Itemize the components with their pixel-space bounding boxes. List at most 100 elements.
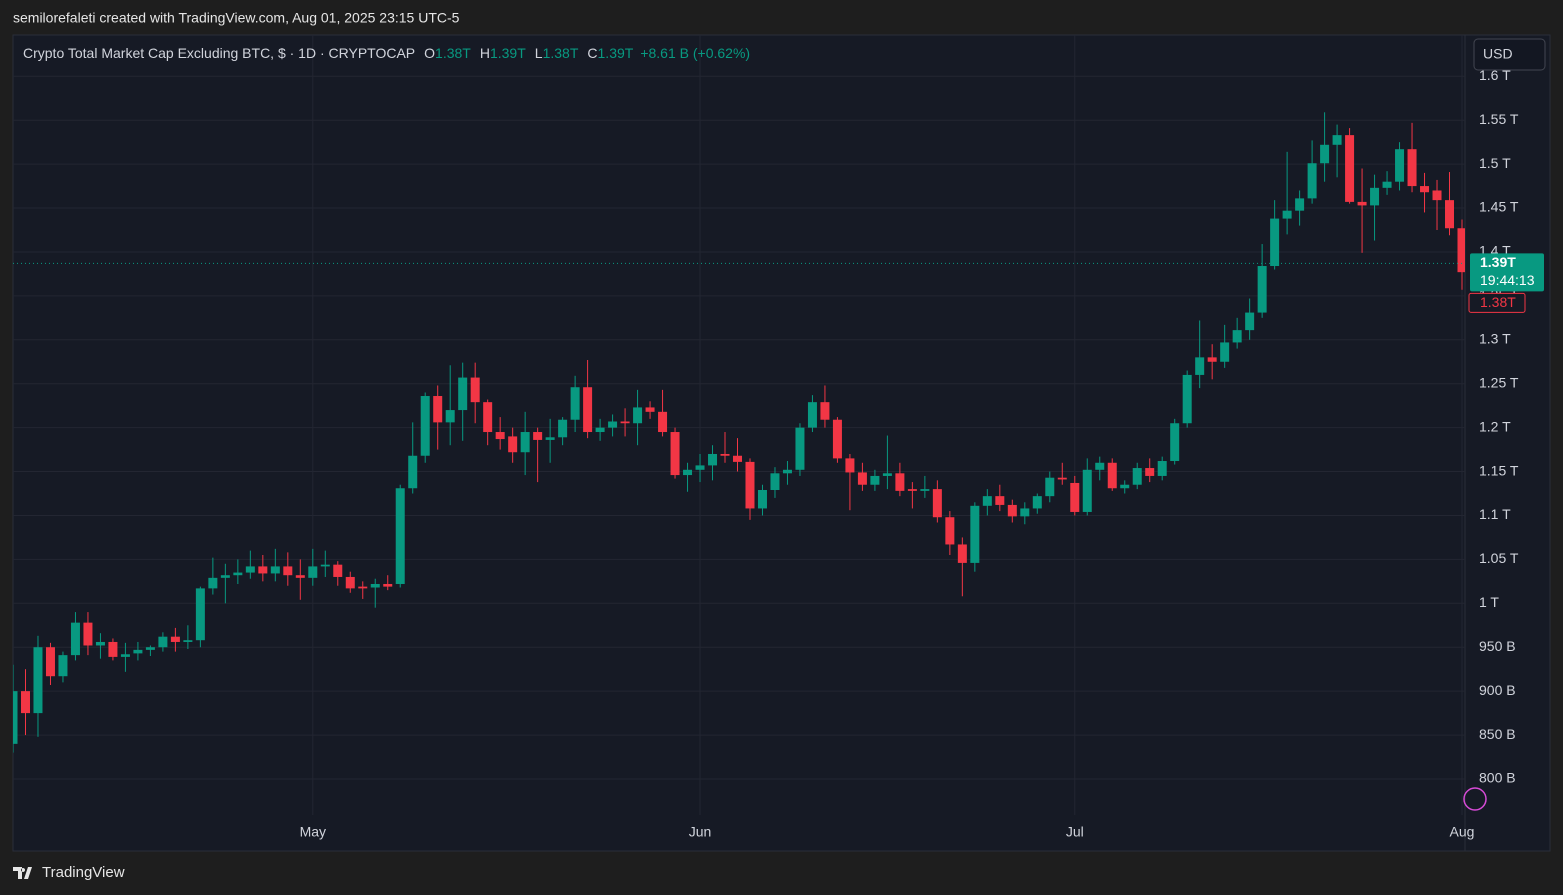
candle-body (633, 407, 643, 424)
candle-body (1345, 135, 1355, 202)
candle-body (782, 469, 792, 474)
candle-body (258, 566, 268, 574)
candle-body (220, 575, 230, 578)
candle-body (1007, 504, 1017, 517)
candle-body (383, 583, 393, 587)
candle-body (820, 402, 830, 420)
candle-body (558, 419, 568, 438)
candle-body (120, 654, 130, 657)
candle-body (483, 402, 493, 433)
y-tick-label: 1.2 T (1479, 418, 1511, 434)
y-tick-label: 800 B (1479, 770, 1516, 786)
y-tick-label: 1.45 T (1479, 199, 1519, 215)
candle-body (670, 432, 680, 476)
y-tick-label: 950 B (1479, 638, 1516, 654)
candle-body (1357, 201, 1367, 206)
labels: 800 B 850 B 900 B 950 B 1 T 1.05 T 1.1 T 1.15 T… (13, 67, 1544, 840)
y-tick-label: 1.15 T (1479, 462, 1519, 478)
candle-body (832, 419, 842, 459)
candle-body (770, 473, 780, 490)
candle-body (995, 496, 1005, 505)
prev-price-box (1468, 292, 1526, 313)
candle-body (1032, 496, 1042, 509)
candle-body (870, 475, 880, 485)
candle-body (970, 505, 980, 563)
y-tick-label: 1 T (1479, 594, 1499, 610)
legend-key: O (424, 45, 435, 61)
candle-body (345, 576, 355, 589)
tv-logo (13, 867, 32, 879)
candle-body (757, 490, 767, 509)
x-tick-label: Jun (689, 824, 712, 840)
legend-value: 1.39T (598, 45, 634, 61)
candle-body (795, 427, 805, 470)
candle-body (333, 564, 343, 577)
y-tick-label: 1.6 T (1479, 67, 1511, 83)
candle-body (1270, 218, 1280, 267)
last-price-box (1470, 253, 1544, 292)
candle-body (570, 387, 580, 420)
currency-button[interactable] (1473, 38, 1546, 71)
candle-body (545, 437, 555, 440)
candle-body (645, 407, 655, 412)
candle-body (583, 387, 593, 433)
grid (13, 35, 1465, 815)
candle-body (170, 636, 180, 642)
candle-body (308, 566, 318, 578)
candle-body (1395, 149, 1405, 182)
candle-body (408, 455, 418, 489)
candle-body (895, 473, 905, 491)
candle-body (233, 572, 243, 576)
candle-body (658, 411, 668, 433)
candle-body (845, 458, 855, 473)
countdown: 19:44:13 (1480, 272, 1535, 288)
candle-body (420, 396, 430, 456)
candle-body (1170, 423, 1180, 462)
candle-body (1182, 374, 1192, 424)
candle-body (1157, 461, 1167, 476)
candle-body (907, 489, 917, 491)
candles (13, 112, 1465, 753)
legend-title: Crypto Total Market Cap Excluding BTC, $… (23, 45, 415, 61)
candle-body (1195, 357, 1205, 375)
candle-body (1082, 469, 1092, 512)
candle-body (932, 489, 942, 518)
candle-body (695, 465, 705, 470)
candle-body (508, 436, 518, 453)
legend-value: 1.38T (435, 45, 471, 61)
candle-body (733, 455, 742, 462)
chart-frame (12, 34, 1551, 852)
candle-body (20, 691, 30, 714)
candle-body (370, 583, 380, 588)
candle-body (458, 377, 468, 411)
x-tick-label: Jul (1066, 824, 1084, 840)
candle-body (70, 622, 80, 656)
goto-icon[interactable] (1463, 787, 1487, 811)
candle-body (1120, 484, 1130, 489)
y-tick-label: 900 B (1479, 682, 1516, 698)
candle-body (183, 640, 193, 642)
candle-body (1307, 163, 1317, 199)
legend: Crypto Total Market Cap Excluding BTC, $… (23, 45, 750, 61)
candle-body (320, 564, 330, 567)
y-tick-label: 1.55 T (1479, 111, 1519, 127)
candle-body (595, 427, 605, 433)
candle-body (1095, 462, 1105, 470)
candle-body (857, 472, 867, 485)
candle-body (1220, 342, 1230, 362)
candle-body (1282, 210, 1292, 219)
x-tick-label: May (300, 824, 326, 840)
y-tick-label: 1.5 T (1479, 155, 1511, 171)
y-tick-label: 850 B (1479, 726, 1516, 742)
legend-key: C (587, 45, 597, 61)
candle-body (807, 402, 817, 428)
candle-body (608, 421, 618, 428)
candle-body (1070, 482, 1080, 512)
currency-label[interactable]: USD (1483, 46, 1513, 62)
legend-value: 1.38T (543, 45, 579, 61)
candle-body (1457, 228, 1465, 273)
candle-body (295, 575, 305, 578)
candle-body (957, 544, 967, 563)
